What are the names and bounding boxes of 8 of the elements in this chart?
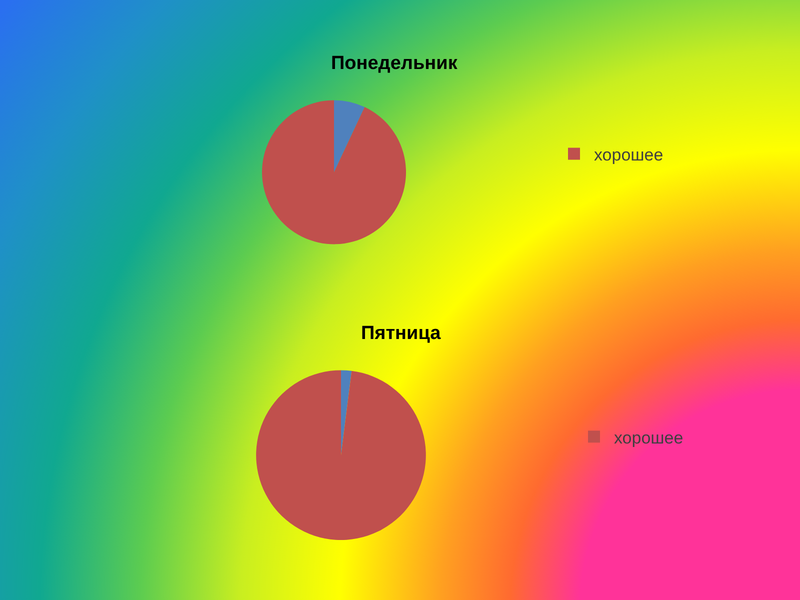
pie-slice — [256, 370, 426, 540]
pie-slice — [262, 100, 406, 244]
legend-label: хорошее — [614, 428, 684, 448]
pie-slice — [334, 100, 365, 172]
chart-title: Пятница — [361, 323, 442, 344]
legend-label: хорошее — [594, 145, 664, 164]
chart-title: Понедельник — [331, 53, 458, 74]
pie-slice — [341, 370, 352, 456]
